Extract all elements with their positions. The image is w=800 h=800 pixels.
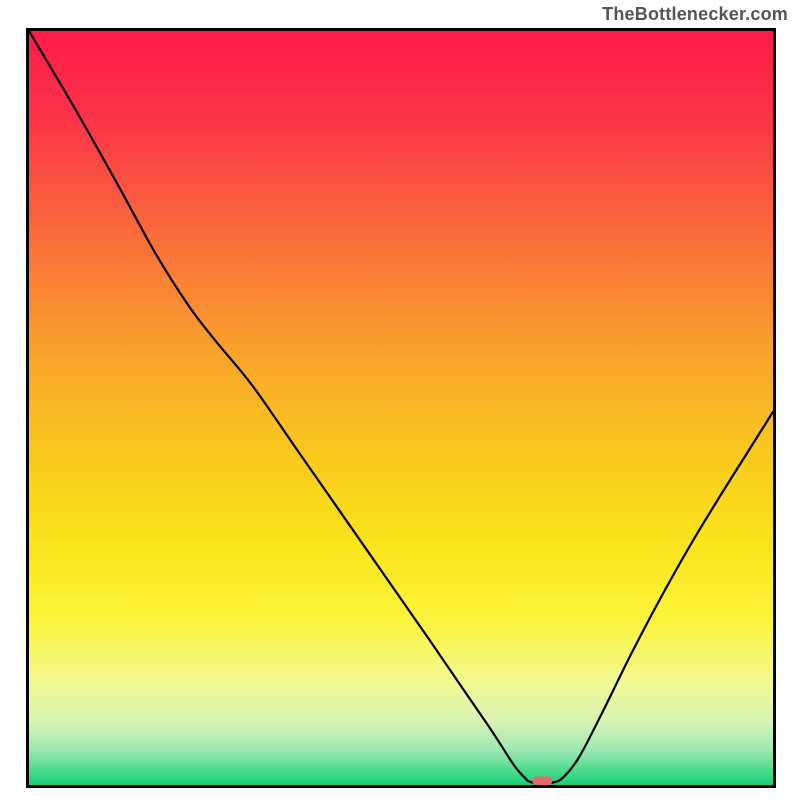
curve-overlay-svg (29, 31, 773, 785)
optimum-marker (533, 777, 552, 785)
plot-area (29, 31, 773, 785)
watermark-text: TheBottlenecker.com (602, 4, 788, 25)
page-root: { "canvas": { "width": 800, "height": 80… (0, 0, 800, 800)
bottleneck-curve (29, 31, 773, 783)
